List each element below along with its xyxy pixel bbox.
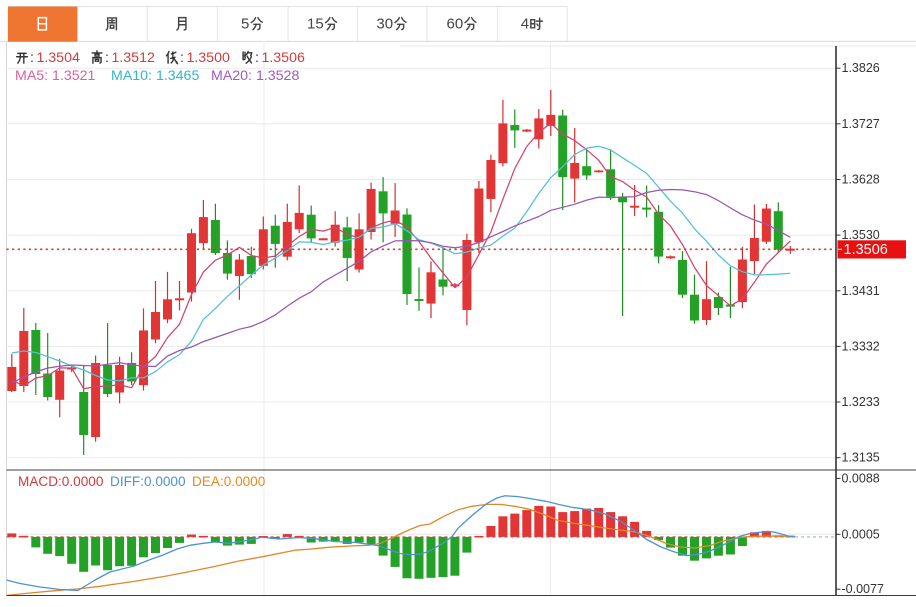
svg-text:1.3530: 1.3530	[842, 228, 880, 242]
svg-text:1.3233: 1.3233	[842, 395, 880, 409]
svg-text:0.0005: 0.0005	[842, 527, 880, 541]
svg-text:MACD:0.0000: MACD:0.0000	[18, 474, 104, 489]
svg-text:-0.0077: -0.0077	[842, 582, 884, 596]
svg-text:DEA:0.0000: DEA:0.0000	[192, 474, 266, 489]
svg-text:1.3135: 1.3135	[842, 451, 880, 465]
svg-text:0: 0	[385, 16, 393, 33]
svg-text::1.3512: :1.3512	[105, 50, 155, 66]
svg-text:1.3332: 1.3332	[842, 339, 880, 353]
svg-text:1.3727: 1.3727	[842, 117, 880, 131]
svg-text:4: 4	[521, 16, 529, 33]
svg-text:MA5: 1.3521: MA5: 1.3521	[15, 68, 96, 84]
svg-text:6: 6	[446, 16, 454, 33]
svg-text:1.3628: 1.3628	[842, 173, 880, 187]
svg-text:5: 5	[241, 16, 249, 33]
svg-text:3: 3	[376, 16, 384, 33]
svg-text:1.3506: 1.3506	[844, 242, 888, 258]
svg-text:1: 1	[307, 16, 315, 33]
svg-text:1.3826: 1.3826	[842, 61, 880, 75]
svg-text:MA10: 1.3465: MA10: 1.3465	[111, 68, 199, 84]
svg-text:MA20: 1.3528: MA20: 1.3528	[211, 68, 299, 84]
svg-text:0.0088: 0.0088	[842, 471, 880, 485]
svg-text:DIFF:0.0000: DIFF:0.0000	[110, 474, 186, 489]
svg-text:1.3431: 1.3431	[842, 284, 880, 298]
svg-text::1.3506: :1.3506	[255, 50, 305, 66]
svg-text:0: 0	[455, 16, 463, 33]
svg-text:5: 5	[315, 16, 323, 33]
svg-text::1.3504: :1.3504	[30, 50, 80, 66]
svg-text::1.3500: :1.3500	[180, 50, 230, 66]
